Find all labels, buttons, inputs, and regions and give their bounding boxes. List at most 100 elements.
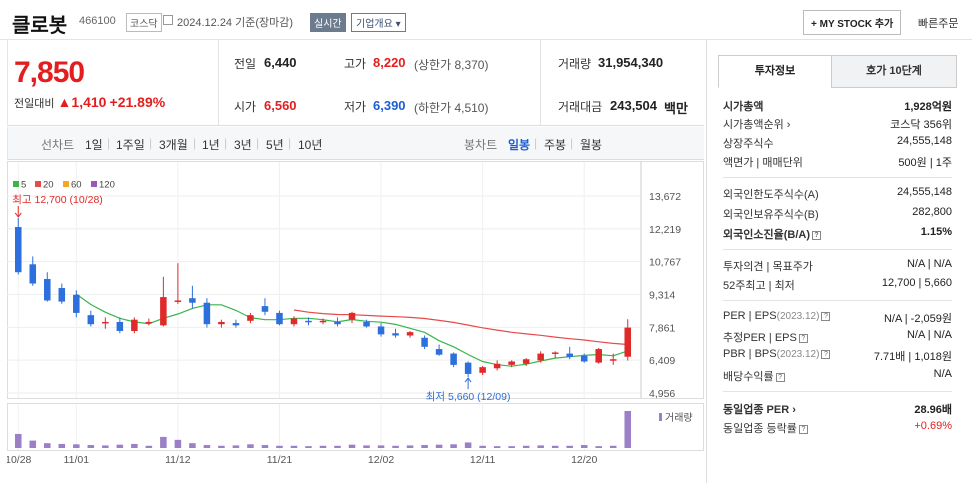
candle-body (348, 312, 356, 320)
candle-body (232, 323, 240, 326)
candle-body (334, 321, 341, 325)
candle-body (566, 353, 573, 357)
legend-label: 120 (99, 180, 115, 191)
volume-bar (44, 443, 51, 448)
amount-value: 243,504 (610, 98, 657, 113)
volume-bar (116, 444, 124, 448)
volume-bar (348, 444, 356, 448)
change-label: 전일대비 (14, 98, 55, 110)
range-1y[interactable]: 1년 (202, 138, 220, 152)
candle-body (29, 264, 37, 284)
foreign-holding-row: 외국인보유주식수(B) 282,800 (723, 206, 952, 221)
candle-body (421, 337, 428, 347)
upper-limit: (상한가 8,370) (414, 58, 489, 72)
quote-date: 2024.12.24 기준(장마감) (177, 17, 294, 29)
x-tick-label: 11/01 (64, 454, 90, 466)
candle-body (580, 355, 588, 362)
candle-body (305, 320, 312, 323)
legend-swatch (13, 181, 19, 187)
line-chart-label: 선차트 (41, 138, 75, 152)
stock-code: 466100 (79, 15, 116, 27)
realtime-button[interactable]: 실시간 (310, 13, 346, 32)
volume-bar (363, 445, 370, 448)
candle-body (102, 321, 109, 324)
range-3y[interactable]: 3년 (234, 138, 252, 152)
period-daily[interactable]: 일봉 (508, 138, 531, 152)
candle-body (464, 362, 472, 374)
quick-order-link[interactable]: 빠른주문 (918, 18, 959, 30)
candle-body (363, 321, 370, 327)
price-chart[interactable]: 13,672 12,219 10,767 9,314 7,861 6,409 4,956 10… (7, 161, 704, 483)
candle-body (609, 359, 617, 361)
candle-body (160, 297, 167, 326)
candle-body (87, 315, 95, 325)
range-10y[interactable]: 10년 (298, 138, 323, 152)
lower-limit: (하한가 4,510) (414, 101, 489, 115)
candle-body (218, 321, 225, 325)
y-tick-label: 6,409 (649, 355, 675, 367)
company-overview-dropdown[interactable]: 기업개요 ▾ (351, 13, 406, 32)
x-tick-label: 11/21 (267, 454, 293, 466)
candle-body (44, 278, 51, 301)
period-monthly[interactable]: 월봉 (580, 138, 603, 152)
volume-bar (174, 439, 182, 448)
candle-body (522, 359, 530, 364)
range-3m[interactable]: 3개월 (159, 138, 188, 152)
x-tick-label: 12/11 (470, 454, 496, 466)
candle-body (537, 353, 544, 361)
candle-body (624, 327, 632, 357)
legend-label: 5 (21, 180, 26, 191)
amount-unit: 백만 (664, 101, 688, 116)
y-tick-label: 13,672 (649, 191, 681, 203)
investment-info-panel: 투자정보 호가 10단계 시가총액 1,928억원 시가총액순위 › 코스닥 356… (706, 40, 966, 483)
period-weekly[interactable]: 주봉 (544, 138, 567, 152)
legend-label: 60 (71, 180, 82, 191)
par-value-row: 액면가 | 매매단위 500원 | 1주 (723, 157, 952, 169)
up-arrow-icon: ▲ (57, 94, 72, 110)
volume-bar (14, 433, 22, 448)
candle-body (261, 306, 269, 312)
price-panel: 7,850 전일대비 ▲1,410 +21.89% 전일 6,440 시가 6,… (7, 40, 704, 126)
volume-bar (319, 445, 327, 448)
volume-label: 거래량 (665, 412, 693, 424)
volume-bar (580, 445, 588, 448)
high-annotation: 최고 12,700 (10/28) (12, 194, 103, 206)
high-value: 8,220 (373, 55, 406, 70)
candle-body (493, 363, 501, 369)
y-tick-label: 7,861 (649, 322, 675, 334)
range-1d[interactable]: 1일 (85, 138, 103, 152)
legend-swatch (35, 181, 41, 187)
range-1w[interactable]: 1주일 (116, 138, 145, 152)
candle-chart-label: 봉차트 (464, 138, 498, 152)
stock-name[interactable]: 클로봇 (12, 15, 68, 37)
foreign-rate-row: 외국인소진율(B/A)? 1.15% (723, 226, 952, 241)
volume-bar (406, 445, 414, 448)
candle-body (435, 349, 443, 355)
tab-orderbook[interactable]: 호가 10단계 (831, 55, 957, 88)
volume-bar (522, 445, 530, 448)
volume-plot-frame (7, 403, 704, 451)
y-tick-label: 12,219 (649, 224, 681, 236)
volume-bar (435, 444, 443, 448)
chart-range-bar: 선차트 1일 | 1주일 | 3개월 | 1년 | 3년 | 5년 | 10년 … (7, 127, 704, 160)
candle-body (551, 352, 559, 354)
volume-bar (479, 445, 486, 448)
help-icon: ? (798, 334, 808, 343)
candle-body (276, 312, 283, 325)
range-5y[interactable]: 5년 (266, 138, 284, 152)
x-tick-label: 12/02 (368, 454, 394, 466)
x-tick-label: 11/12 (165, 454, 191, 466)
volume-bar (464, 442, 472, 448)
add-my-stock-button[interactable]: + MY STOCK 추가 (803, 10, 902, 35)
candle-body (73, 294, 80, 313)
volume-bar (58, 443, 66, 448)
low-arrow-head-icon (464, 377, 472, 383)
volume-bar (624, 411, 632, 448)
candle-body (145, 321, 153, 324)
tab-investment-info[interactable]: 투자정보 (718, 55, 832, 88)
volume-bar (508, 446, 515, 448)
legend-swatch (91, 181, 97, 187)
help-icon: ? (821, 350, 831, 359)
candle-body (174, 300, 182, 302)
volume-bar (203, 445, 211, 448)
